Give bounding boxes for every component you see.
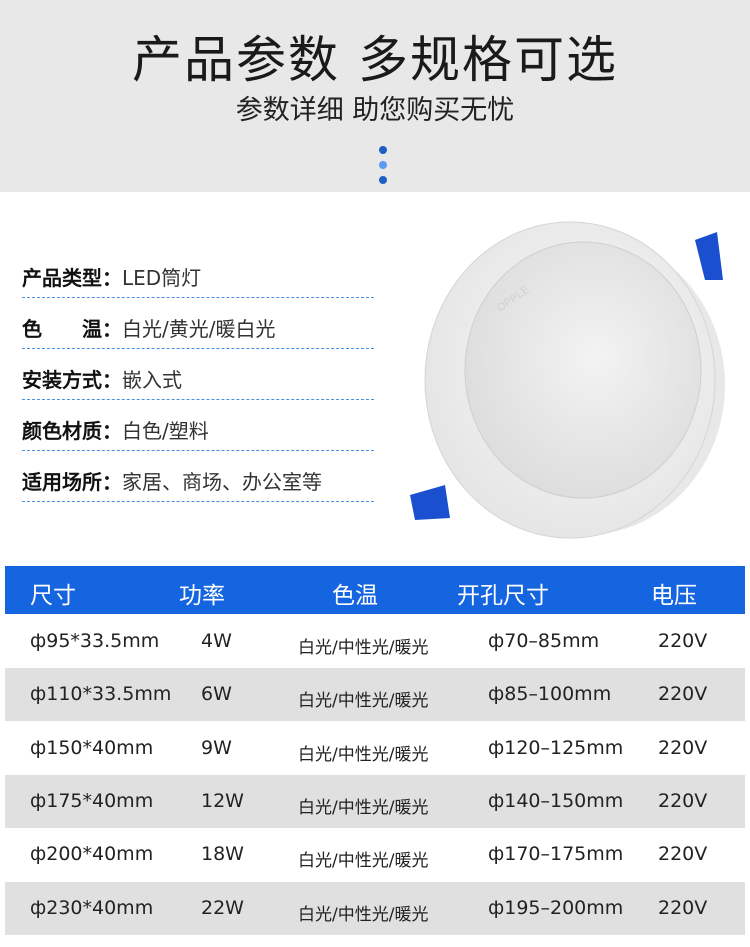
cell-voltage: 220V [658, 630, 708, 652]
spec-item: 安装方式：嵌入式 [22, 360, 374, 400]
table-row: ф200*40mm 18W 白光/中性光/暖光 ф170–175mm 220V [5, 828, 745, 881]
clip-icon [695, 232, 723, 280]
cell-voltage: 220V [658, 683, 708, 706]
downlight-image: OPPLE [410, 221, 725, 539]
cell-size: ф175*40mm [30, 789, 154, 812]
table-row: ф95*33.5mm 4W 白光/中性光/暖光 ф70–85mm 220V [5, 615, 745, 668]
spec-label: 适用场所： [22, 470, 122, 494]
table-row: ф230*40mm 22W 白光/中性光/暖光 ф195–200mm 220V [5, 881, 745, 935]
spec-item: 颜色材质：白色/塑料 [22, 411, 374, 451]
cell-color-temp: 白光/中性光/暖光 [298, 851, 429, 872]
cell-power: 6W [201, 683, 232, 706]
cell-power: 4W [201, 630, 232, 652]
cell-voltage: 220V [658, 896, 708, 919]
table-row: ф175*40mm 12W 白光/中性光/暖光 ф140–150mm 220V [5, 774, 745, 828]
cell-size: ф110*33.5mm [30, 683, 172, 706]
cell-cutout: ф120–125mm [488, 736, 624, 759]
spec-item: 色 温：白光/黄光/暖白光 [22, 309, 374, 349]
header-band: 产品参数 多规格可选 参数详细 助您购买无忧 [0, 0, 750, 192]
spec-value: 白光/黄光/暖白光 [122, 317, 276, 341]
cell-voltage: 220V [658, 789, 708, 812]
cell-power: 18W [201, 843, 244, 866]
cell-color-temp: 白光/中性光/暖光 [298, 638, 429, 658]
header-cutout: 开孔尺寸 [457, 583, 549, 609]
spec-value: 家居、商场、办公室等 [122, 470, 322, 494]
dot-icon [379, 146, 387, 154]
dot-icon [379, 176, 387, 184]
cell-cutout: ф140–150mm [488, 789, 624, 812]
cell-cutout: ф70–85mm [488, 630, 600, 652]
spec-item: 适用场所：家居、商场、办公室等 [22, 462, 374, 502]
cell-color-temp: 白光/中性光/暖光 [298, 904, 429, 925]
cell-power: 22W [201, 896, 244, 919]
cell-power: 9W [201, 736, 232, 759]
spec-label: 色 温： [22, 317, 122, 341]
cell-color-temp: 白光/中性光/暖光 [298, 691, 429, 712]
table-row: ф110*33.5mm 6W 白光/中性光/暖光 ф85–100mm 220V [5, 668, 745, 722]
dot-icon [379, 161, 387, 169]
page-subtitle: 参数详细 助您购买无忧 [235, 95, 515, 126]
table-row: ф150*40mm 9W 白光/中性光/暖光 ф120–125mm 220V [5, 722, 745, 775]
cell-size: ф230*40mm [30, 896, 154, 919]
spec-label: 安装方式： [22, 368, 122, 392]
cell-size: ф95*33.5mm [30, 630, 160, 652]
cell-power: 12W [201, 789, 244, 812]
cell-color-temp: 白光/中性光/暖光 [298, 797, 429, 818]
spec-item: 产品类型：LED筒灯 [22, 258, 374, 298]
spec-label: 颜色材质： [22, 419, 122, 443]
cell-size: ф200*40mm [30, 843, 154, 866]
cell-color-temp: 白光/中性光/暖光 [298, 744, 429, 765]
clip-icon [410, 485, 450, 520]
cell-size: ф150*40mm [30, 736, 154, 759]
cell-voltage: 220V [658, 736, 708, 759]
header-size: 尺寸 [30, 583, 76, 609]
header-color-temp: 色温 [332, 583, 378, 609]
cell-cutout: ф85–100mm [488, 683, 612, 706]
header-power: 功率 [179, 583, 225, 609]
spec-label: 产品类型： [22, 266, 122, 290]
cell-cutout: ф170–175mm [488, 843, 624, 866]
header-voltage: 电压 [651, 583, 697, 609]
page-title: 产品参数 多规格可选 [132, 31, 618, 89]
cell-cutout: ф195–200mm [488, 896, 624, 919]
spec-value: LED筒灯 [122, 266, 202, 290]
spec-value: 白色/塑料 [122, 419, 209, 443]
spec-value: 嵌入式 [122, 368, 182, 392]
table-header: 尺寸 功率 色温 开孔尺寸 电压 [5, 566, 745, 614]
cell-voltage: 220V [658, 843, 708, 866]
